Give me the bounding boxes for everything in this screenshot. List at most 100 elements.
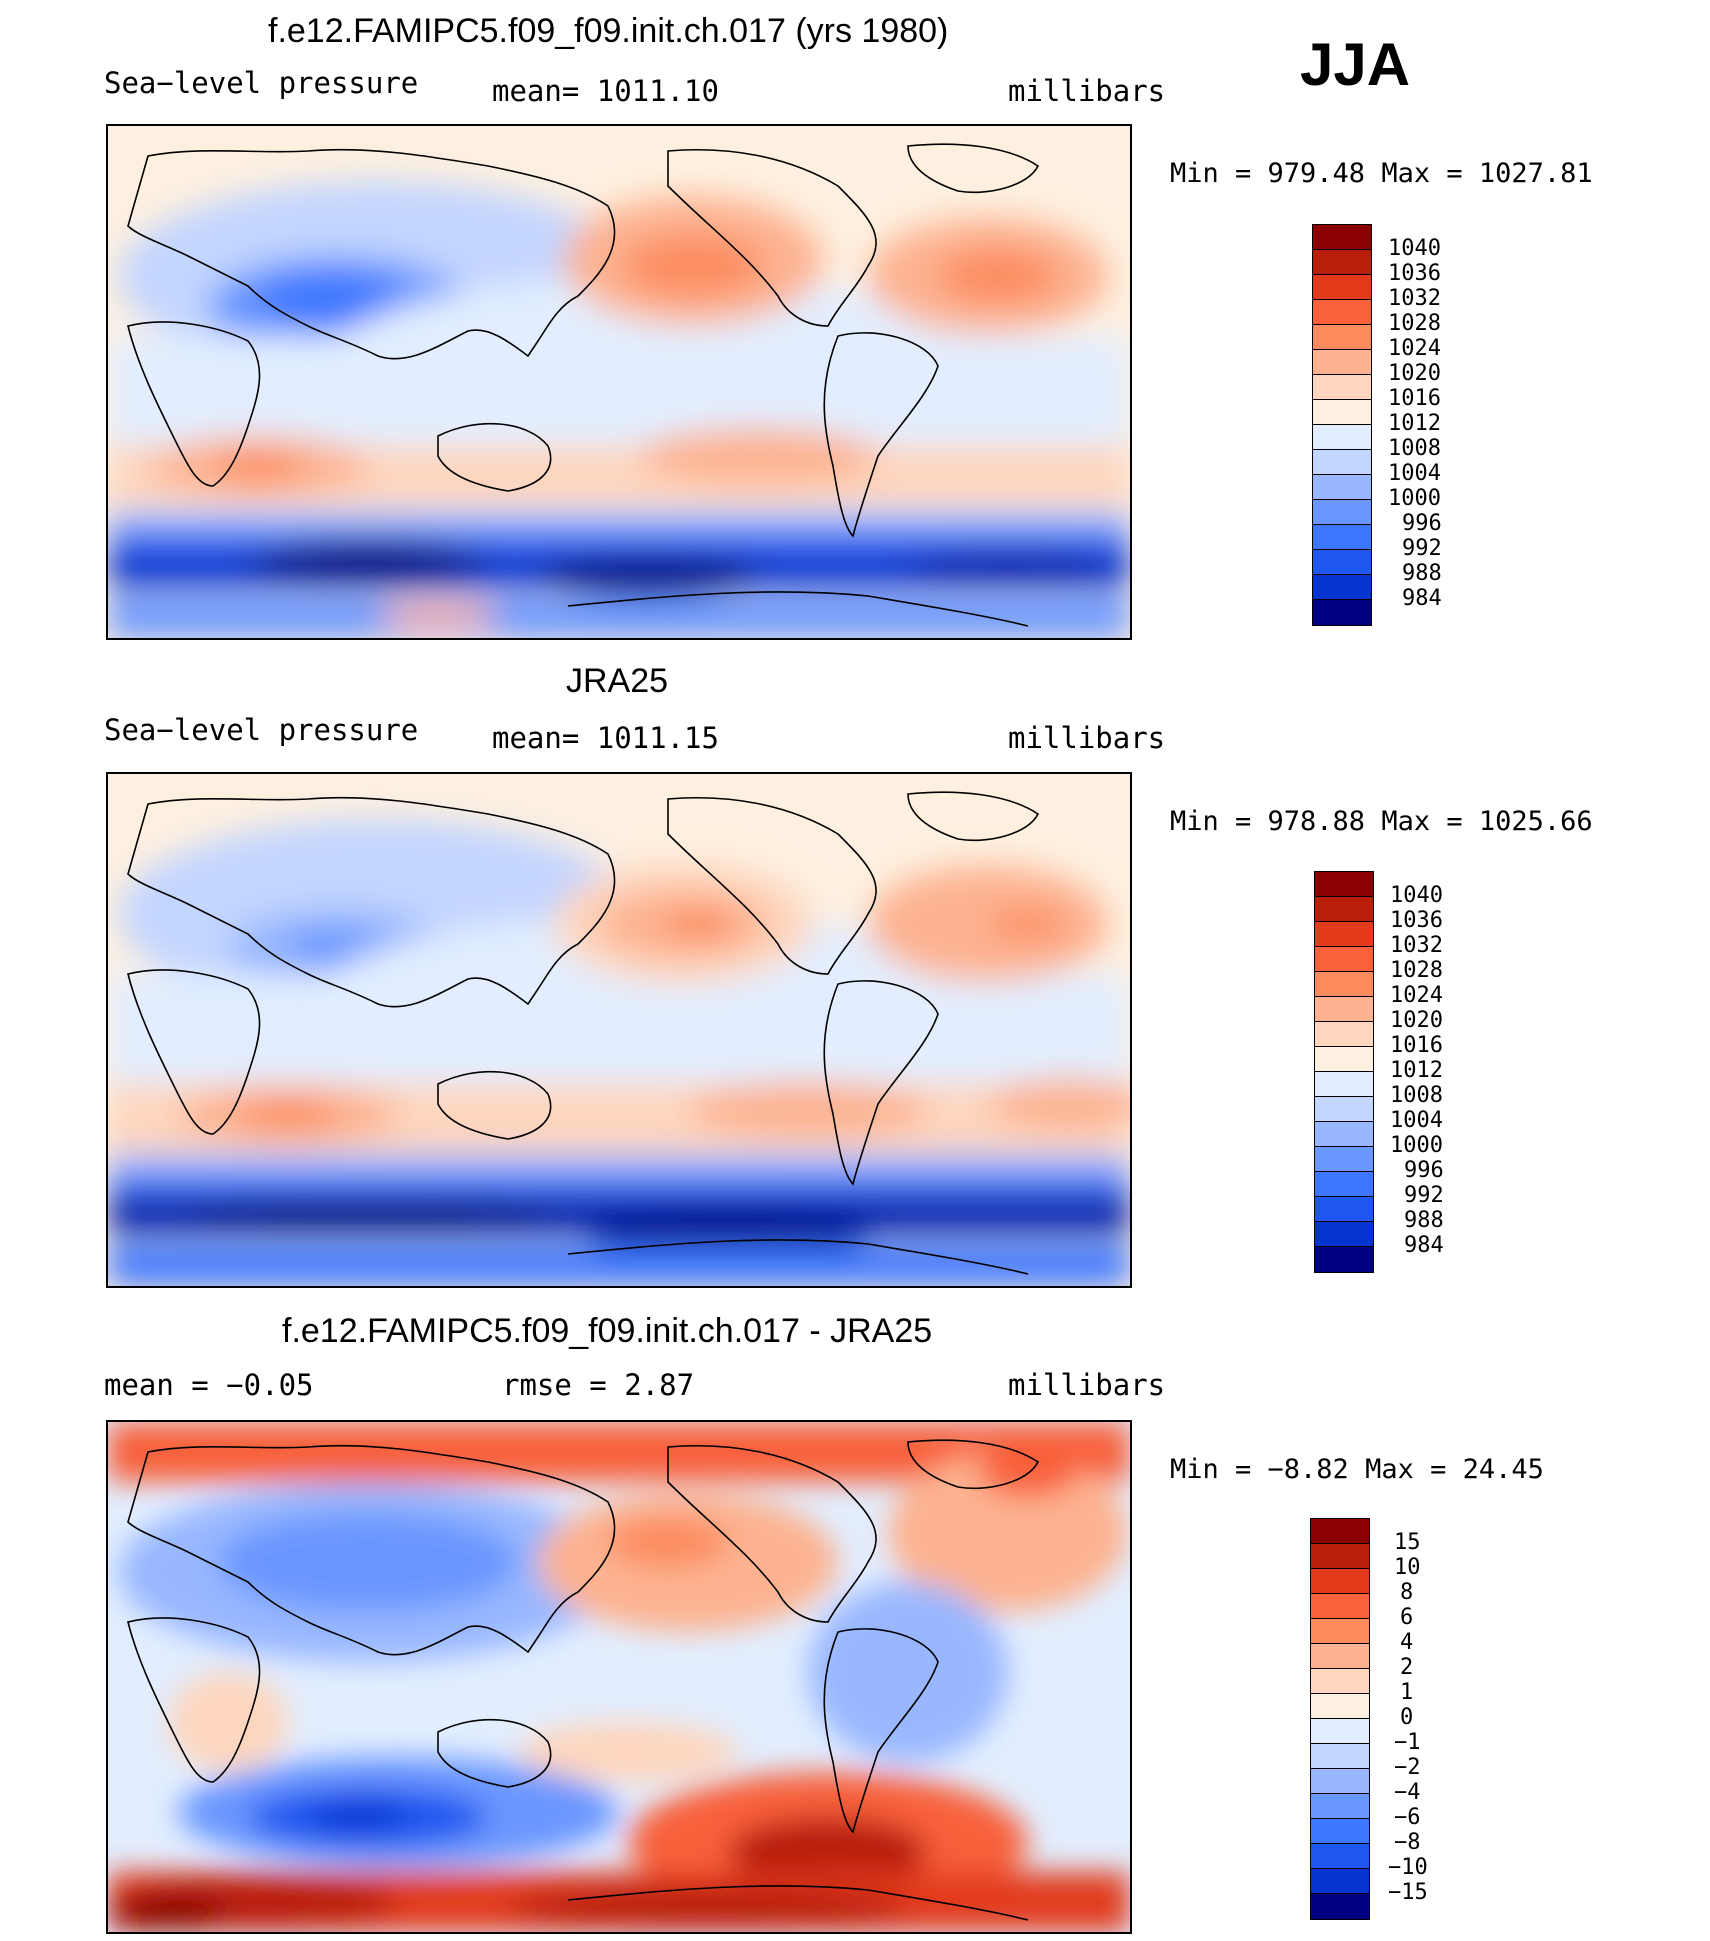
colorbar-label: −1: [1394, 1730, 1421, 1755]
colorbar-label: 1012: [1390, 1058, 1443, 1083]
south-america-negative: [808, 1582, 1008, 1762]
colorbar-swatch: [1314, 946, 1374, 973]
colorbar-label: −15: [1388, 1880, 1428, 1905]
colorbar-swatch: [1314, 1196, 1374, 1223]
colorbar-swatch: [1312, 349, 1372, 376]
colorbar-swatch: [1314, 996, 1374, 1023]
map-model-canvas: [108, 126, 1130, 638]
pacific-tropics: [308, 914, 1028, 1094]
panel-units-label: millibars: [1008, 1368, 1166, 1402]
colorbar-swatch: [1310, 1693, 1370, 1720]
colorbar-swatch: [1312, 599, 1372, 626]
colorbar-swatch: [1314, 871, 1374, 898]
map-jra25-canvas: [108, 774, 1130, 1286]
colorbar-swatch: [1310, 1718, 1370, 1745]
colorbar-swatch: [1314, 1071, 1374, 1098]
colorbar-label: 6: [1400, 1605, 1414, 1630]
colorbar-label: 996: [1402, 511, 1442, 536]
colorbar-swatch: [1312, 299, 1372, 326]
colorbar-label: 1040: [1390, 883, 1443, 908]
colorbar-label: 1032: [1390, 933, 1443, 958]
colorbar-label: −10: [1388, 1855, 1428, 1880]
high-south-pacific: [688, 1081, 928, 1137]
colorbar-jra25: 1040 1036 1032 1028 1024 1020 1016 1012 …: [1314, 871, 1534, 1281]
colorbar-swatch: [1312, 399, 1372, 426]
map-model-slp: [106, 124, 1132, 640]
colorbar-swatch: [1314, 921, 1374, 948]
high-north-pacific-core: [663, 910, 733, 938]
colorbar-label: 1000: [1388, 486, 1441, 511]
colorbar-difference: 15 10 8 6 4 2 1 0 −1 −2 −4 −6 −8 −10 −15: [1310, 1518, 1530, 1928]
colorbar-label: 1: [1400, 1680, 1414, 1705]
colorbar-swatch: [1314, 1046, 1374, 1073]
colorbar-swatch: [1314, 1171, 1374, 1198]
antarctic-positive-core-b: [508, 1887, 908, 1927]
colorbar-label: 1020: [1390, 1008, 1443, 1033]
colorbar-label: 2: [1400, 1655, 1414, 1680]
map-difference-canvas: [108, 1422, 1130, 1932]
low-south-asia-core: [258, 273, 398, 329]
colorbar-swatch: [1312, 449, 1372, 476]
southern-ocean-negative-deep: [308, 1803, 408, 1831]
colorbar-swatch: [1310, 1843, 1370, 1870]
coastlines: [127, 791, 1040, 1275]
colorbar-label: 992: [1402, 536, 1442, 561]
colorbar-label: 1020: [1388, 361, 1441, 386]
colorbar-label: 8: [1400, 1580, 1414, 1605]
colorbar-swatch: [1314, 1221, 1374, 1248]
high-south-indian-core: [238, 1100, 338, 1128]
antarctica-high: [378, 604, 498, 628]
colorbar-label: 1004: [1388, 461, 1441, 486]
colorbar-label: −2: [1394, 1755, 1421, 1780]
north-pacific-positive-core: [608, 1517, 728, 1567]
colorbar-label: 15: [1394, 1530, 1421, 1555]
colorbar-swatch: [1310, 1668, 1370, 1695]
antarctic-positive-core-c: [108, 1894, 228, 1930]
coastlines: [127, 143, 1040, 627]
colorbar-swatch: [1310, 1793, 1370, 1820]
colorbar-swatch: [1310, 1893, 1370, 1920]
colorbar-swatch: [1312, 249, 1372, 276]
trough-core-c: [908, 548, 1108, 584]
high-azores-core: [938, 250, 1058, 302]
colorbar-label: 984: [1402, 586, 1442, 611]
high-south-atlantic: [988, 1078, 1130, 1130]
map-jra25-slp: [106, 772, 1132, 1288]
trough-core-a: [188, 1196, 548, 1232]
colorbar-label: 1036: [1390, 908, 1443, 933]
high-south-indian-core: [213, 452, 303, 480]
colorbar-label: 0: [1400, 1705, 1414, 1730]
greenland-positive-core: [978, 1447, 1078, 1497]
colorbar-label: 1024: [1390, 983, 1443, 1008]
pacific-tropics: [318, 276, 1018, 456]
colorbar-swatch: [1312, 524, 1372, 551]
colorbar-swatch: [1314, 971, 1374, 998]
trough-core-b: [538, 556, 758, 596]
panel-mean-label: mean= 1011.15: [492, 721, 719, 755]
panel-left-label: Sea−level pressure: [104, 66, 419, 100]
colorbar-model: 1040 1036 1032 1028 1024 1020 1016 1012 …: [1312, 224, 1532, 634]
panel-units-label: millibars: [1008, 721, 1166, 755]
colorbar-swatch: [1312, 549, 1372, 576]
colorbar-label: 1028: [1388, 311, 1441, 336]
colorbar-swatch: [1312, 574, 1372, 601]
australia-positive: [518, 1722, 738, 1782]
eurasia-negative-core: [218, 1512, 518, 1612]
colorbar-swatch: [1310, 1543, 1370, 1570]
panel-minmax: Min = 979.48 Max = 1027.81: [1170, 158, 1593, 189]
africa-positive: [168, 1672, 288, 1772]
colorbar-swatch: [1310, 1768, 1370, 1795]
colorbar-label: 1012: [1388, 411, 1441, 436]
colorbar-swatch: [1314, 896, 1374, 923]
coastlines: [127, 1439, 1040, 1921]
colorbar-swatch: [1310, 1593, 1370, 1620]
colorbar-swatch: [1312, 499, 1372, 526]
colorbar-swatch: [1312, 374, 1372, 401]
panel-title: f.e12.FAMIPC5.f09_f09.init.ch.017 (yrs 1…: [268, 12, 949, 50]
colorbar-swatch: [1312, 274, 1372, 301]
colorbar-label: 10: [1394, 1555, 1421, 1580]
colorbar-swatch: [1314, 1146, 1374, 1173]
panel-units-label: millibars: [1008, 74, 1166, 108]
colorbar-swatch: [1310, 1618, 1370, 1645]
panel-minmax: Min = −8.82 Max = 24.45: [1170, 1454, 1544, 1485]
